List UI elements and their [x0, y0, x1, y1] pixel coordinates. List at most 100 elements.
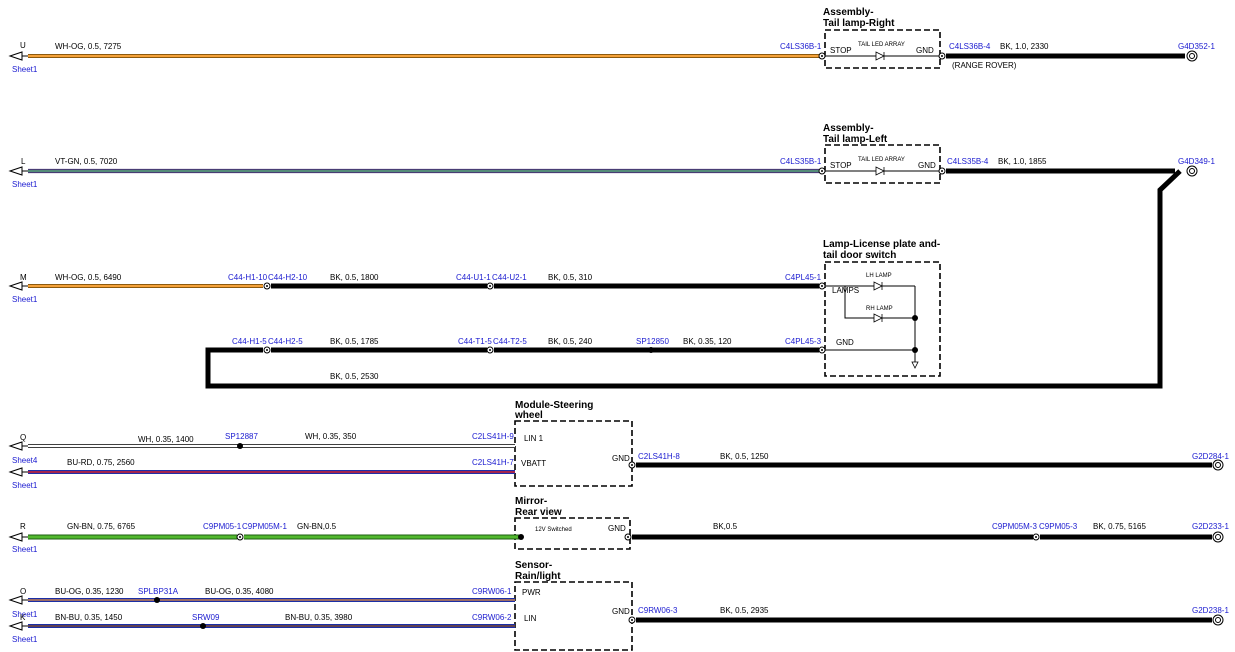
label: BK, 0.5, 1250: [720, 452, 769, 461]
connector-pin: [627, 536, 629, 538]
sheet-arrow: [8, 281, 23, 291]
label: GND: [918, 161, 936, 170]
label: U: [20, 41, 26, 50]
component-box: [514, 517, 631, 550]
component-title: Tail lamp-Left: [823, 134, 888, 145]
connector-pin: [631, 619, 633, 621]
connector-label: Sheet1: [12, 545, 38, 554]
connector-pin: [821, 55, 823, 57]
label: WH-OG, 0.5, 6490: [55, 273, 122, 282]
label: O: [20, 587, 26, 596]
component-box: [514, 420, 633, 487]
connector-label: C4LS35B-4: [947, 157, 989, 166]
connector-pin: [266, 285, 268, 287]
ground-inner: [1189, 53, 1195, 59]
connector-label: C2LS41H-7: [472, 458, 514, 467]
connector-label: SP12887: [225, 432, 258, 441]
splice: [154, 597, 160, 603]
connector-label: C9RW06-1: [472, 587, 512, 596]
label: GND: [608, 524, 626, 533]
connector-label: Sheet4: [12, 456, 38, 465]
ground: [1212, 531, 1224, 543]
component-title: wheel: [514, 410, 543, 421]
label: GND: [916, 46, 934, 55]
component-title: Module-Steering: [515, 400, 593, 411]
connector-label: C2LS41H-8: [638, 452, 680, 461]
component-box: [824, 144, 941, 184]
led: [873, 313, 883, 323]
connector-label: C4PL45-1: [785, 273, 822, 282]
label: VBATT: [521, 459, 546, 468]
splice: [912, 347, 918, 353]
label: BK, 0.5, 2935: [720, 606, 769, 615]
ground-inner: [1215, 462, 1221, 468]
label: GND: [836, 338, 854, 347]
connector-pin: [489, 285, 491, 287]
label: (RANGE ROVER): [952, 61, 1017, 70]
label: K: [20, 613, 26, 622]
connector-pin: [821, 170, 823, 172]
connector-label: C44-H2-10: [268, 273, 308, 282]
component-box: [824, 29, 941, 69]
connector-label: C4LS36B-4: [949, 42, 991, 51]
connector-label: C44-U1-1: [456, 273, 491, 282]
component-title: tail door switch: [823, 250, 896, 261]
label: BK,0.5: [713, 522, 738, 531]
connector-pin: [1035, 536, 1037, 538]
connector-label: G2D233-1: [1192, 522, 1229, 531]
label: WH, 0.35, 350: [305, 432, 357, 441]
ground: [1212, 614, 1224, 626]
component-title: Assembly-: [823, 7, 874, 18]
label: BK, 1.0, 2330: [1000, 42, 1049, 51]
label: BN-BU, 0.35, 3980: [285, 613, 353, 622]
connector-label: C9PM05M-3: [992, 522, 1037, 531]
connector-label: C44-U2-1: [492, 273, 527, 282]
connector-label: C9PM05-3: [1039, 522, 1078, 531]
label: BK, 0.5, 240: [548, 337, 593, 346]
label: M: [20, 273, 27, 282]
connector-pin: [266, 349, 268, 351]
splice: [912, 315, 918, 321]
connector-pin: [821, 285, 823, 287]
label: BU-RD, 0.75, 2560: [67, 458, 135, 467]
connector-label: C9PM05-1: [203, 522, 242, 531]
label: BN-BU, 0.35, 1450: [55, 613, 123, 622]
connector-label: G2D284-1: [1192, 452, 1229, 461]
label: BK, 0.35, 120: [683, 337, 732, 346]
connector-label: C44-H1-10: [228, 273, 268, 282]
connector-pin: [941, 170, 943, 172]
connector-label: C44-T2-5: [493, 337, 527, 346]
connector-pin: [941, 55, 943, 57]
connector-label: C4PL45-3: [785, 337, 822, 346]
label: LIN 1: [524, 434, 544, 443]
label: STOP: [830, 161, 852, 170]
connector-label: Sheet1: [12, 481, 38, 490]
component-title: Mirror-: [515, 496, 547, 507]
label: GN-BN,0.5: [297, 522, 337, 531]
label: 12V Switched: [535, 527, 572, 533]
led: [875, 51, 885, 61]
connector-label: SRW09: [192, 613, 220, 622]
label: Q: [20, 433, 26, 442]
connector-pin: [239, 536, 241, 538]
label: LAMPS: [832, 286, 859, 295]
ground-inner: [1215, 534, 1221, 540]
connector-label: C44-H1-5: [232, 337, 267, 346]
connector-pin: [489, 349, 491, 351]
label: VT-GN, 0.5, 7020: [55, 157, 118, 166]
ground-arrow: [911, 361, 919, 369]
connector-label: G4D352-1: [1178, 42, 1215, 51]
connector-label: G2D238-1: [1192, 606, 1229, 615]
component-title: Rear view: [515, 507, 562, 518]
led: [875, 166, 885, 176]
label: TAIL LED ARRAY: [858, 42, 905, 48]
connector-label: C44-H2-5: [268, 337, 303, 346]
splice: [518, 534, 524, 540]
splice: [200, 623, 206, 629]
connector-label: C9PM05M-1: [242, 522, 287, 531]
connector-label: Sheet1: [12, 610, 38, 619]
label: L: [21, 157, 26, 166]
connector-label: C4LS35B-1: [780, 157, 822, 166]
label: WH, 0.35, 1400: [138, 435, 194, 444]
label: STOP: [830, 46, 852, 55]
